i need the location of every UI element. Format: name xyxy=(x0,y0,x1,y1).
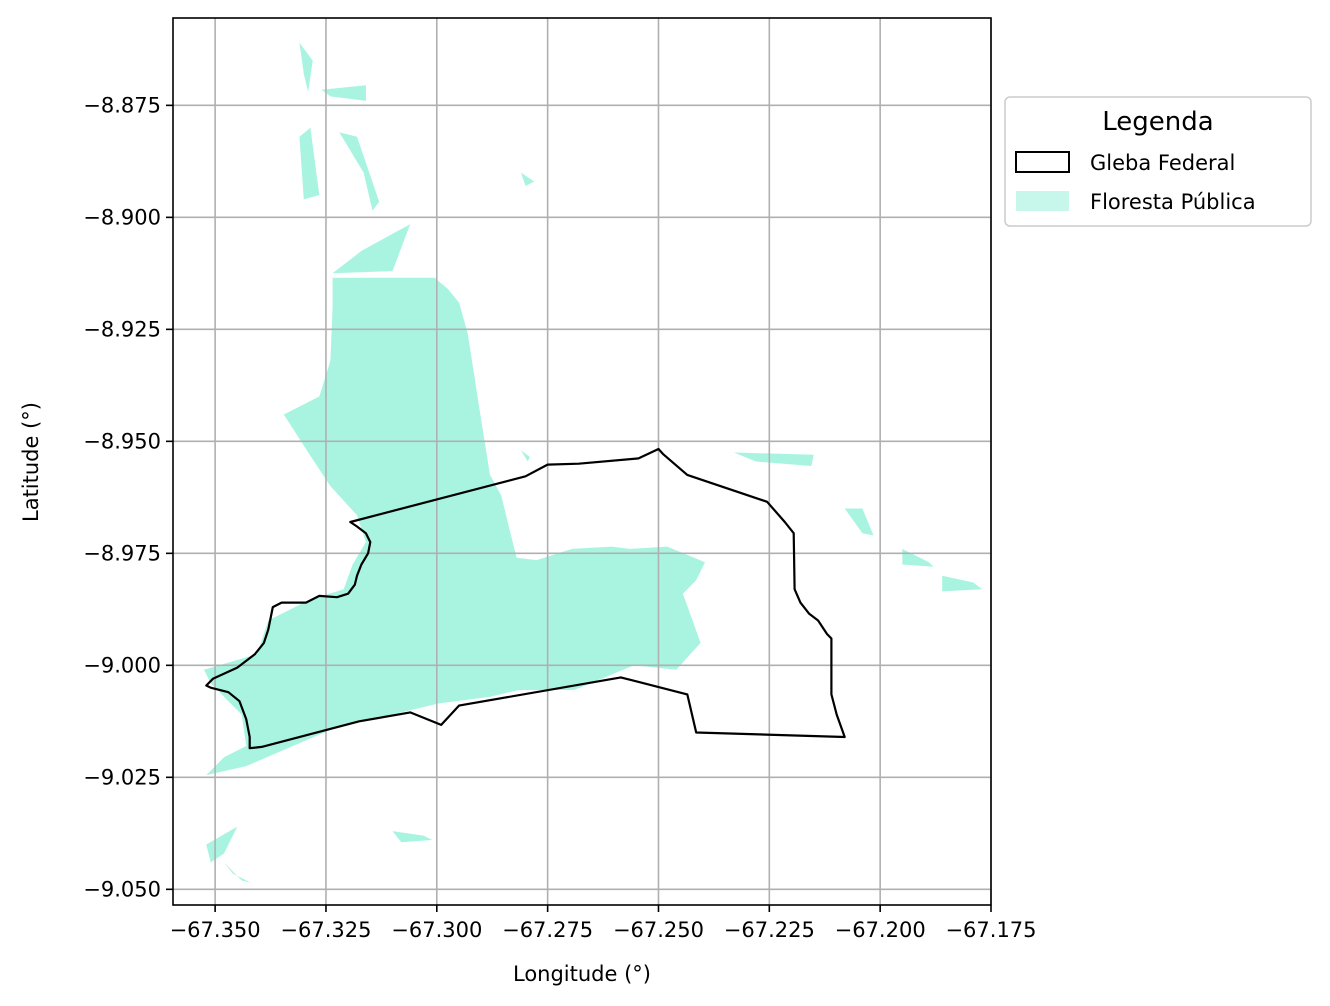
forest-polygon-8 xyxy=(733,452,814,466)
legend-swatch-gleba xyxy=(1015,151,1070,173)
x-axis-title: Longitude (°) xyxy=(513,962,651,986)
x-tick-label-0: −67.350 xyxy=(170,918,261,942)
x-tick-label-1: −67.325 xyxy=(280,918,371,942)
forest-polygon-3 xyxy=(339,132,380,211)
forest-polygon-0 xyxy=(204,277,705,776)
y-tick-label-2: −8.925 xyxy=(83,317,161,341)
y-tick-label-3: −8.950 xyxy=(83,429,161,453)
legend: Legenda Gleba Federal Floresta Pública xyxy=(1004,96,1312,227)
forest-polygon-6 xyxy=(521,172,535,186)
forest-polygon-4 xyxy=(321,85,366,101)
x-tick-label-7: −67.175 xyxy=(945,918,1036,942)
legend-label-forest: Floresta Pública xyxy=(1090,190,1256,214)
forest-polygon-1 xyxy=(332,224,411,274)
y-tick-label-6: −9.025 xyxy=(83,765,161,789)
x-tick-label-4: −67.250 xyxy=(613,918,704,942)
x-tick-label-3: −67.275 xyxy=(502,918,593,942)
gleba-federal-polygon xyxy=(205,447,846,750)
forest-polygon-7 xyxy=(521,450,530,462)
legend-title: Legenda xyxy=(1102,107,1213,137)
gleba-boundary-layer xyxy=(205,447,846,750)
forest-polygon-14 xyxy=(392,831,433,843)
plot-background xyxy=(173,18,991,905)
forest-layer xyxy=(204,42,983,883)
y-tick-label-0: −8.875 xyxy=(83,93,161,117)
y-axis-title: Latitude (°) xyxy=(19,402,43,522)
x-tick-label-6: −67.200 xyxy=(835,918,926,942)
forest-polygon-9 xyxy=(844,508,874,536)
y-tick-label-4: −8.975 xyxy=(83,541,161,565)
legend-swatch-forest xyxy=(1016,191,1069,211)
legend-label-gleba: Gleba Federal xyxy=(1090,151,1235,175)
y-axis-ticks: −8.875 −8.900 −8.925 −8.950 −8.975 −9.000 −9.0… xyxy=(83,93,173,901)
x-tick-label-5: −67.225 xyxy=(724,918,815,942)
y-tick-label-5: −9.000 xyxy=(83,653,161,677)
forest-polygon-11 xyxy=(942,575,983,592)
plot-area xyxy=(172,17,992,906)
x-tick-label-2: −67.300 xyxy=(391,918,482,942)
legend-box xyxy=(1004,96,1312,227)
x-axis-ticks: −67.350 −67.325 −67.300 −67.275 −67.250 −67.2… xyxy=(170,905,1037,942)
forest-polygon-2 xyxy=(299,127,320,200)
forest-polygon-12 xyxy=(206,826,238,863)
y-tick-label-1: −8.900 xyxy=(83,205,161,229)
y-tick-label-7: −9.050 xyxy=(83,877,161,901)
plot-frame xyxy=(172,17,992,906)
forest-polygon-5 xyxy=(299,42,313,92)
